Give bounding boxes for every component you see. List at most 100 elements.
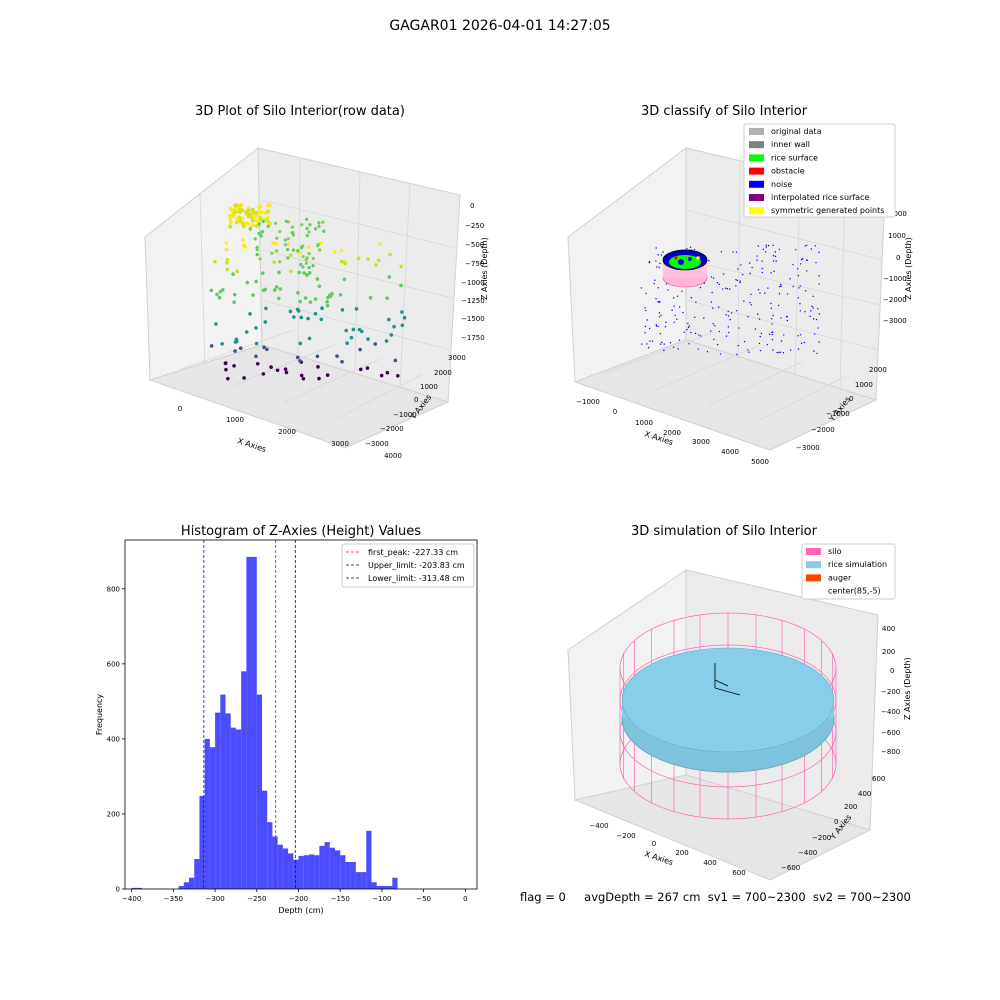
scatter-point <box>647 347 650 349</box>
scatter-point <box>307 230 311 234</box>
histogram-bar <box>319 845 325 889</box>
histogram-bar <box>361 872 367 889</box>
scatter-point <box>644 332 646 334</box>
legend-label: Upper_limit: -203.83 cm <box>368 561 465 570</box>
scatter-point <box>688 325 691 327</box>
scatter-point <box>255 248 259 252</box>
scatter-point <box>300 223 304 227</box>
x-axis-label: Depth (cm) <box>278 906 323 915</box>
scatter-point <box>295 307 300 312</box>
scatter-point <box>727 315 730 317</box>
legend-swatch <box>806 548 821 555</box>
scatter-point <box>724 287 727 289</box>
scatter-point <box>317 284 322 289</box>
histogram-bar <box>282 848 289 889</box>
scatter-point <box>243 221 248 226</box>
scatter-point <box>228 224 233 229</box>
scatter-point <box>770 307 773 310</box>
scatter-point <box>254 341 259 346</box>
scatter-point <box>786 316 788 318</box>
scatter-point <box>343 261 348 266</box>
p1-ytick: −2000 <box>380 425 404 433</box>
histogram-bar <box>194 858 200 889</box>
scatter-point <box>743 340 746 343</box>
scatter-point <box>792 263 794 266</box>
scatter-point <box>399 264 403 269</box>
scatter-point <box>234 337 239 342</box>
histogram-bar <box>183 882 190 889</box>
scatter-point <box>661 341 663 344</box>
scatter-point <box>365 366 370 370</box>
scatter-point <box>330 291 334 296</box>
scatter-point <box>263 320 268 324</box>
p1-ztick: 0 <box>470 202 474 210</box>
scatter-point <box>284 219 288 223</box>
p4-xtick: 200 <box>675 849 688 857</box>
scatter-point <box>765 244 767 246</box>
flag-text: flag = 0 <box>520 890 566 904</box>
scatter-point <box>265 203 270 208</box>
avg-depth-text: avgDepth = 267 cm <box>584 890 701 904</box>
scatter-point <box>759 349 762 352</box>
scatter-point <box>761 267 763 270</box>
scatter-point <box>265 347 269 352</box>
scatter-point <box>656 266 658 268</box>
histogram-bar <box>293 859 299 889</box>
scatter-point <box>801 257 804 260</box>
scatter-point <box>402 315 407 320</box>
p2-ytick: 0 <box>849 395 853 403</box>
scatter-point <box>644 325 647 328</box>
scatter-point <box>775 260 777 262</box>
scatter-point <box>804 311 806 313</box>
y-tick-label: 600 <box>107 660 120 668</box>
histogram-bar <box>381 885 388 889</box>
scatter-point <box>349 335 354 340</box>
scatter-point <box>645 309 647 312</box>
y-tick-label: 0 <box>116 886 120 894</box>
scatter-point <box>379 373 384 378</box>
scatter-point <box>225 258 230 262</box>
scatter-point <box>700 335 702 337</box>
p4-ytick: −400 <box>798 849 817 857</box>
scatter-point <box>209 288 214 293</box>
scatter-point <box>374 263 378 267</box>
p1-ytick: 1000 <box>420 383 438 391</box>
p1-ytick: 3000 <box>448 354 466 362</box>
scatter-point <box>307 265 311 270</box>
histogram-bar <box>204 738 210 889</box>
panel4-legend: silo rice simulation auger center(85,-5) <box>801 543 896 600</box>
histogram-bar <box>178 885 184 889</box>
legend-label: noise <box>771 180 792 189</box>
scatter-point <box>646 319 648 321</box>
scatter-point <box>223 361 228 366</box>
scatter-point <box>735 285 737 287</box>
scatter-point <box>384 339 389 343</box>
scatter-point <box>400 323 405 328</box>
scatter-point <box>644 307 646 309</box>
scatter-point <box>768 333 771 335</box>
scatter-point <box>258 257 262 261</box>
p1-xtick: 0 <box>178 405 182 413</box>
p1-ytick: 2000 <box>434 369 452 377</box>
p4-ztick: −800 <box>881 748 900 756</box>
panel4-yticks: 600 400 200 0 −200 −400 −600 <box>781 775 885 872</box>
scatter-point <box>818 313 821 315</box>
scatter-point <box>385 370 390 375</box>
scatter-point <box>659 343 662 345</box>
scatter-point <box>657 325 659 328</box>
scatter-point <box>299 246 304 250</box>
scatter-point <box>806 244 808 246</box>
scatter-point <box>761 260 763 262</box>
scatter-point <box>799 334 802 336</box>
scatter-point <box>354 307 359 311</box>
scatter-point <box>387 317 391 322</box>
scatter-point <box>311 264 315 268</box>
scatter-point <box>308 223 312 227</box>
scatter-point <box>805 259 808 261</box>
scatter-point <box>686 248 688 250</box>
panel2-zlabel: Z Axies (Depth) <box>904 237 913 300</box>
scatter-point <box>766 344 768 346</box>
legend-label: symmetric generated points <box>771 206 884 215</box>
scatter-point <box>778 351 780 354</box>
histogram-bar <box>303 855 309 889</box>
